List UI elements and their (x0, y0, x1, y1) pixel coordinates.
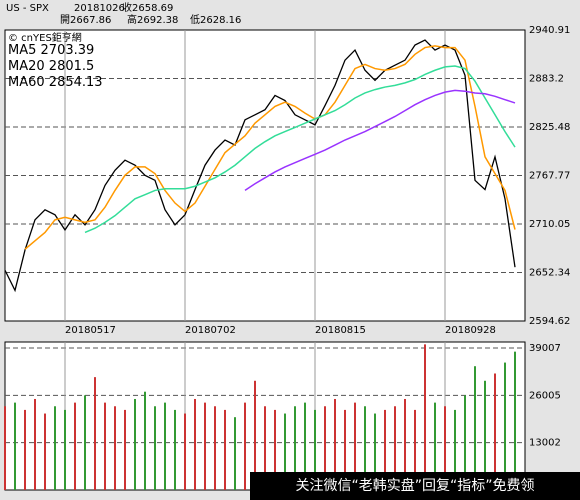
symbol: US - SPX (6, 3, 49, 14)
volume-bar (454, 409, 456, 490)
volume-bar (114, 406, 116, 490)
legend-name: MA5 (8, 43, 36, 58)
x-tick-label: 20180517 (65, 325, 116, 336)
volume-bar (404, 398, 406, 490)
y-tick-label: 39007 (529, 343, 561, 354)
volume-bar (484, 380, 486, 490)
volume-bar (434, 402, 436, 490)
volume-bar (64, 409, 66, 490)
x-tick-label: 20180815 (315, 325, 366, 336)
volume-bar (324, 406, 326, 490)
y-tick-label: 2940.91 (529, 25, 570, 36)
volume-bar (224, 409, 226, 490)
volume-bar (424, 344, 426, 490)
volume-bar (414, 409, 416, 490)
date: 20181026 (74, 3, 125, 14)
y-tick-label: 2594.62 (529, 316, 570, 327)
volume-bar (4, 406, 6, 490)
volume-bar (244, 402, 246, 490)
price-line (244, 89, 516, 192)
y-tick-label: 2710.05 (529, 219, 570, 230)
volume-bar (384, 409, 386, 490)
volume-bar (44, 413, 46, 490)
volume-bar (24, 409, 26, 490)
volume-bar (344, 409, 346, 490)
volume-bar (504, 362, 506, 490)
volume-bar (284, 413, 286, 490)
banner-bg (250, 472, 580, 500)
price-line (4, 39, 516, 293)
volume-bar (364, 406, 366, 490)
legend-name: MA60 (8, 75, 45, 90)
x-tick-label: 20180702 (185, 325, 236, 336)
volume-bar (254, 380, 256, 490)
y-tick-label: 13002 (529, 438, 561, 449)
y-tick-label: 2883.2 (529, 73, 564, 84)
volume-bar (174, 409, 176, 490)
marks: 2594.62 2652.34 2710.05 2767.77 2825.48 2883.… (4, 25, 570, 490)
volume-bar (314, 409, 316, 490)
high: 高2692.38 (127, 13, 178, 26)
banner: 关注微信“老韩实盘”回复“指标”免费领 (295, 477, 534, 494)
volume-bar (144, 391, 146, 490)
x-tick-label: 20180928 (445, 325, 496, 336)
volume-bar (514, 351, 516, 490)
y-tick-label: 26005 (529, 390, 561, 401)
legend-value: 2854.13 (49, 75, 103, 90)
legend-value: 2703.39 (41, 43, 95, 58)
volume-bar (164, 402, 166, 490)
volume-bar (84, 395, 86, 490)
volume-bar (104, 402, 106, 490)
volume-bar (264, 406, 266, 490)
volume-bar (214, 406, 216, 490)
volume-bar (124, 409, 126, 490)
volume-bar (194, 398, 196, 490)
y-tick-label: 2825.48 (529, 122, 570, 133)
volume-bar (394, 406, 396, 490)
legend-entry: MA60 2854.13 (8, 75, 103, 90)
volume-bar (74, 402, 76, 490)
volume-bar (234, 417, 236, 490)
volume-bar (294, 406, 296, 490)
volume-bar (304, 402, 306, 490)
volume-bar (34, 398, 36, 490)
volume-bar (204, 402, 206, 490)
volume-bar (14, 402, 16, 490)
legend-value: 2801.5 (49, 59, 95, 74)
y-tick-label: 2767.77 (529, 170, 570, 181)
low: 低2628.16 (190, 13, 241, 26)
volume-bar (274, 409, 276, 490)
legend-entry: MA20 2801.5 (8, 59, 94, 74)
volume-bar (474, 366, 476, 490)
volume-bar (154, 406, 156, 490)
volume-bar (444, 406, 446, 490)
volume-bar (94, 377, 96, 490)
volume-bar (494, 373, 496, 490)
volume-bar (464, 395, 466, 490)
y-tick-label: 2652.34 (529, 267, 570, 278)
source: © cnYES鉅亨網 (8, 31, 82, 44)
legend-entry: MA5 2703.39 (8, 43, 94, 58)
close: 收2658.69 (122, 1, 173, 14)
price-line (24, 45, 516, 250)
volume-bar (354, 402, 356, 490)
volume-bar (334, 398, 336, 490)
volume-bar (184, 413, 186, 490)
price-line (84, 65, 516, 234)
volume-bar (134, 398, 136, 490)
legend-name: MA20 (8, 59, 45, 74)
volume-bar (374, 413, 376, 490)
open: 開2667.86 (60, 14, 111, 26)
volume-bar (54, 406, 56, 490)
